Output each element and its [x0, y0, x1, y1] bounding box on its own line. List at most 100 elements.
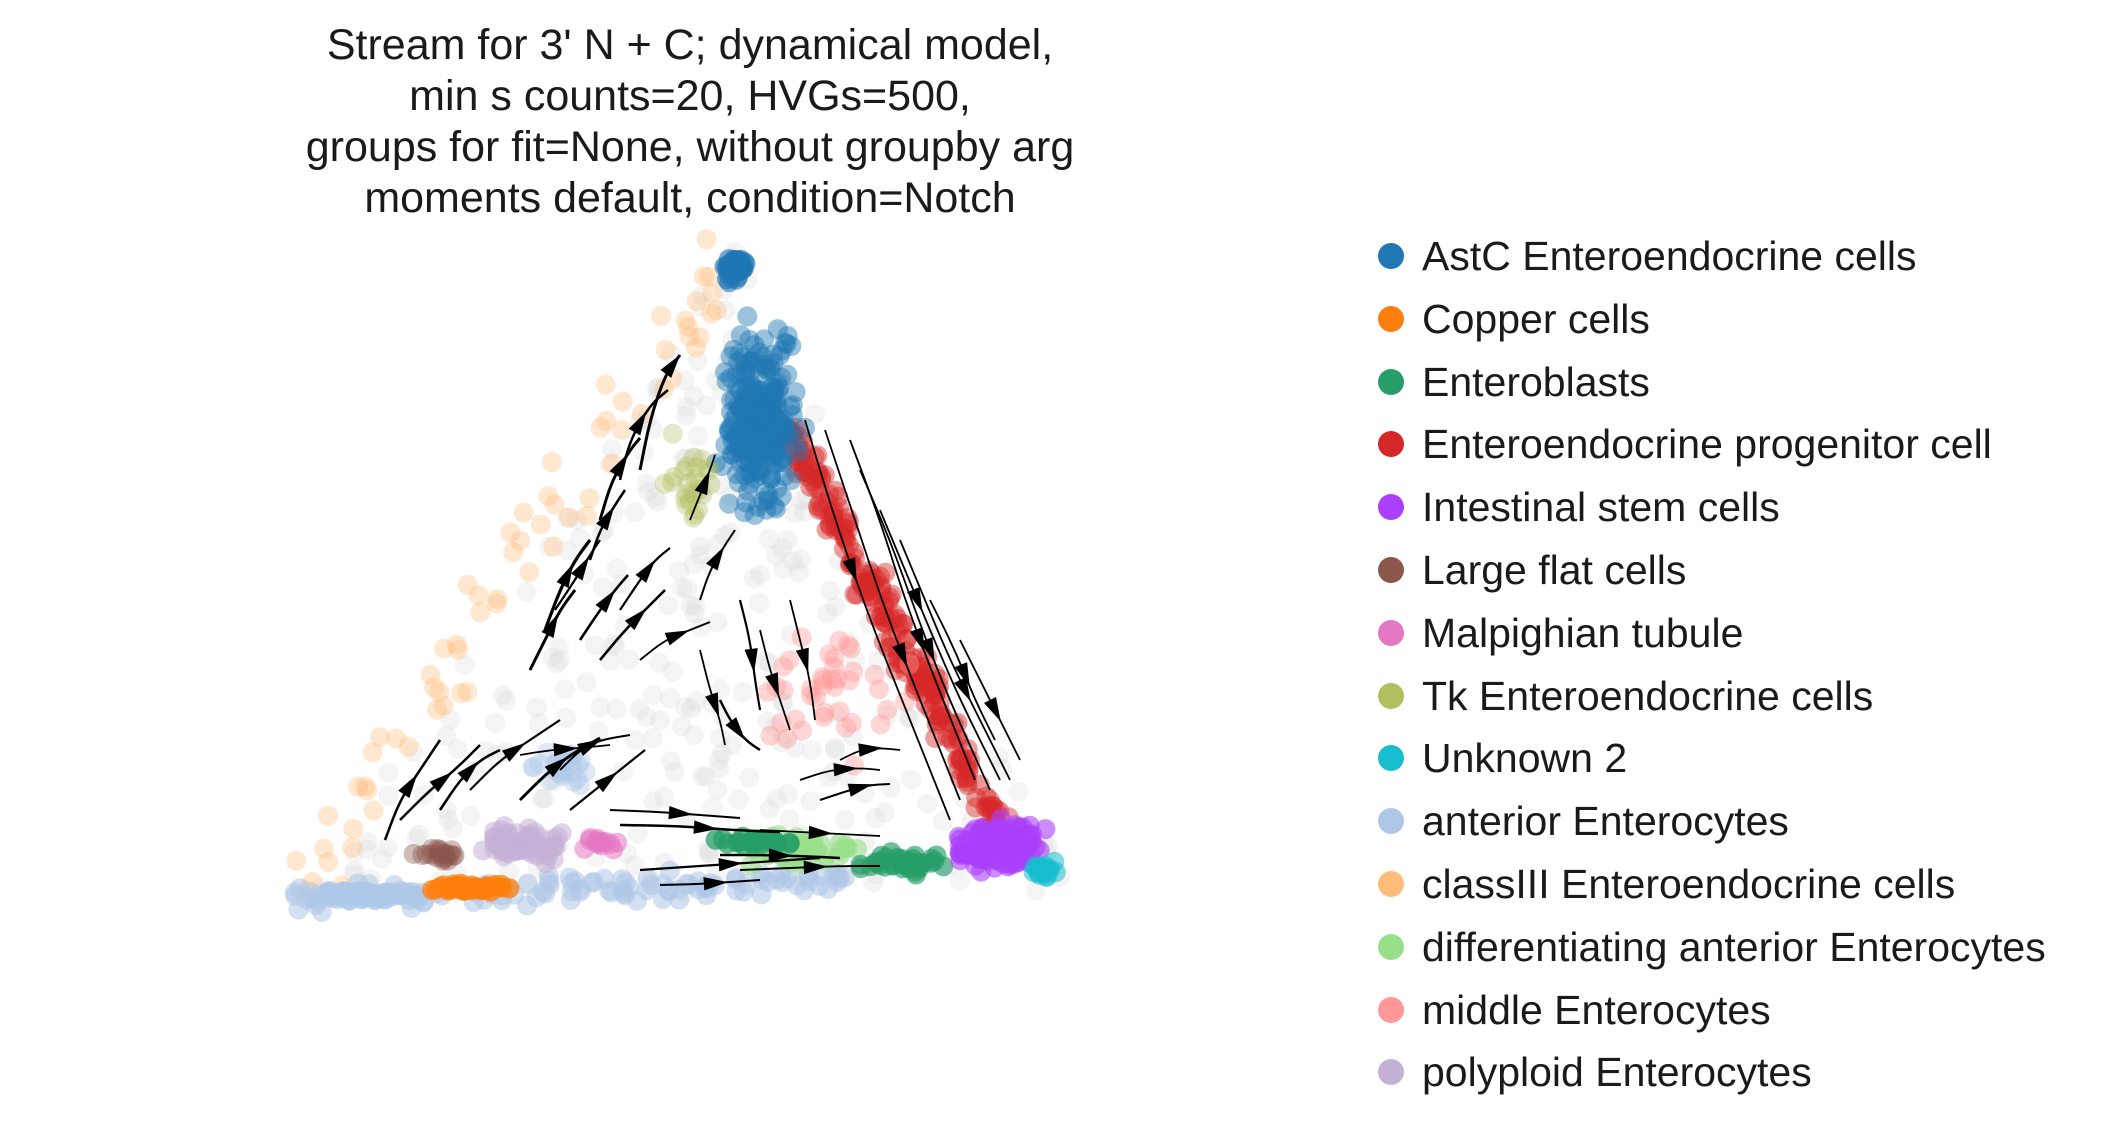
cell-point — [774, 466, 795, 487]
cell-point — [690, 617, 711, 638]
cell-point — [764, 435, 785, 456]
cell-point — [612, 391, 633, 412]
cell-point — [642, 685, 663, 706]
cell-point — [807, 445, 828, 466]
streamline — [543, 539, 592, 631]
cell-point — [369, 886, 390, 907]
cell-point — [362, 742, 383, 763]
cell-point — [800, 791, 821, 812]
cell-point — [723, 409, 744, 430]
cell-point — [435, 847, 456, 868]
cell-point — [887, 608, 908, 629]
cell-point — [728, 419, 749, 440]
cell-point — [773, 656, 794, 677]
cell-point — [816, 519, 837, 540]
streamline-arrow — [553, 743, 578, 757]
streamline-arrow — [833, 763, 858, 777]
cell-point — [739, 473, 760, 494]
cell-point — [695, 766, 716, 787]
cell-point — [724, 389, 745, 410]
cell-point — [740, 362, 761, 383]
cell-point — [1025, 880, 1046, 901]
cell-point — [739, 463, 760, 484]
cell-point — [750, 394, 771, 415]
cell-point — [752, 386, 773, 407]
cell-point — [825, 596, 846, 617]
cell-point — [740, 399, 761, 420]
cell-point — [749, 363, 770, 384]
cell-point — [734, 464, 755, 485]
streamline — [799, 767, 881, 781]
cell-point — [776, 333, 797, 354]
cell-point — [764, 380, 785, 401]
cell-point — [685, 596, 706, 617]
cell-point — [817, 603, 838, 624]
cell-point — [799, 463, 820, 484]
cell-point — [717, 352, 738, 373]
cell-point — [825, 740, 845, 760]
cell-point — [730, 421, 751, 442]
cell-point — [773, 410, 794, 431]
cell-point — [681, 698, 702, 719]
cell-point — [485, 712, 506, 733]
cell-point — [856, 573, 877, 594]
cell-point — [607, 832, 628, 853]
cell-point — [743, 358, 764, 379]
streamline — [929, 599, 996, 741]
streamline — [519, 744, 611, 756]
cell-point — [557, 508, 578, 529]
cell-point — [519, 562, 540, 583]
cell-point — [732, 418, 753, 439]
cell-point — [619, 649, 640, 670]
cell-point — [742, 419, 762, 440]
cell-point — [803, 834, 824, 854]
cell-point — [579, 488, 600, 508]
cell-point — [722, 330, 743, 350]
cell-point — [766, 393, 787, 414]
cell-point — [741, 462, 762, 483]
cell-point — [689, 536, 710, 557]
cell-point — [761, 408, 782, 429]
cell-point — [863, 872, 884, 893]
cell-point — [642, 728, 663, 749]
cell-point — [764, 378, 785, 399]
cell-point — [762, 399, 783, 420]
cell-point — [759, 529, 780, 549]
cell-point — [433, 850, 453, 871]
cell-point — [556, 707, 577, 728]
streamline — [399, 744, 481, 821]
cell-point — [726, 358, 747, 379]
cell-point — [739, 450, 759, 471]
cell-point — [576, 672, 597, 692]
cell-point — [743, 403, 764, 423]
streamline-arrow — [744, 648, 758, 673]
cell-point — [741, 831, 762, 852]
cell-point — [785, 417, 806, 438]
cell-point — [858, 581, 879, 602]
cell-point — [785, 433, 806, 454]
cell-point — [647, 491, 668, 512]
cell-point — [1025, 837, 1046, 858]
cell-point — [696, 395, 717, 416]
cell-point — [430, 841, 450, 862]
cell-point — [800, 476, 821, 497]
streamline-arrow — [984, 697, 1001, 722]
cell-point — [518, 841, 539, 861]
cell-point — [691, 449, 712, 470]
cell-point — [975, 797, 996, 818]
cell-point — [750, 432, 771, 453]
cell-point — [864, 664, 885, 685]
legend-label: Malpighian tubule — [1422, 609, 1744, 656]
cell-point — [909, 656, 930, 677]
cell-point — [785, 709, 806, 730]
cell-point — [772, 340, 792, 361]
cell-point — [734, 432, 754, 453]
cell-point — [813, 706, 834, 727]
cell-point — [901, 769, 922, 790]
streamline-arrow — [765, 672, 780, 698]
cell-point — [554, 679, 575, 700]
cell-point — [875, 562, 896, 583]
cell-point — [765, 437, 786, 458]
cell-point — [714, 525, 735, 546]
cell-point — [767, 319, 788, 340]
